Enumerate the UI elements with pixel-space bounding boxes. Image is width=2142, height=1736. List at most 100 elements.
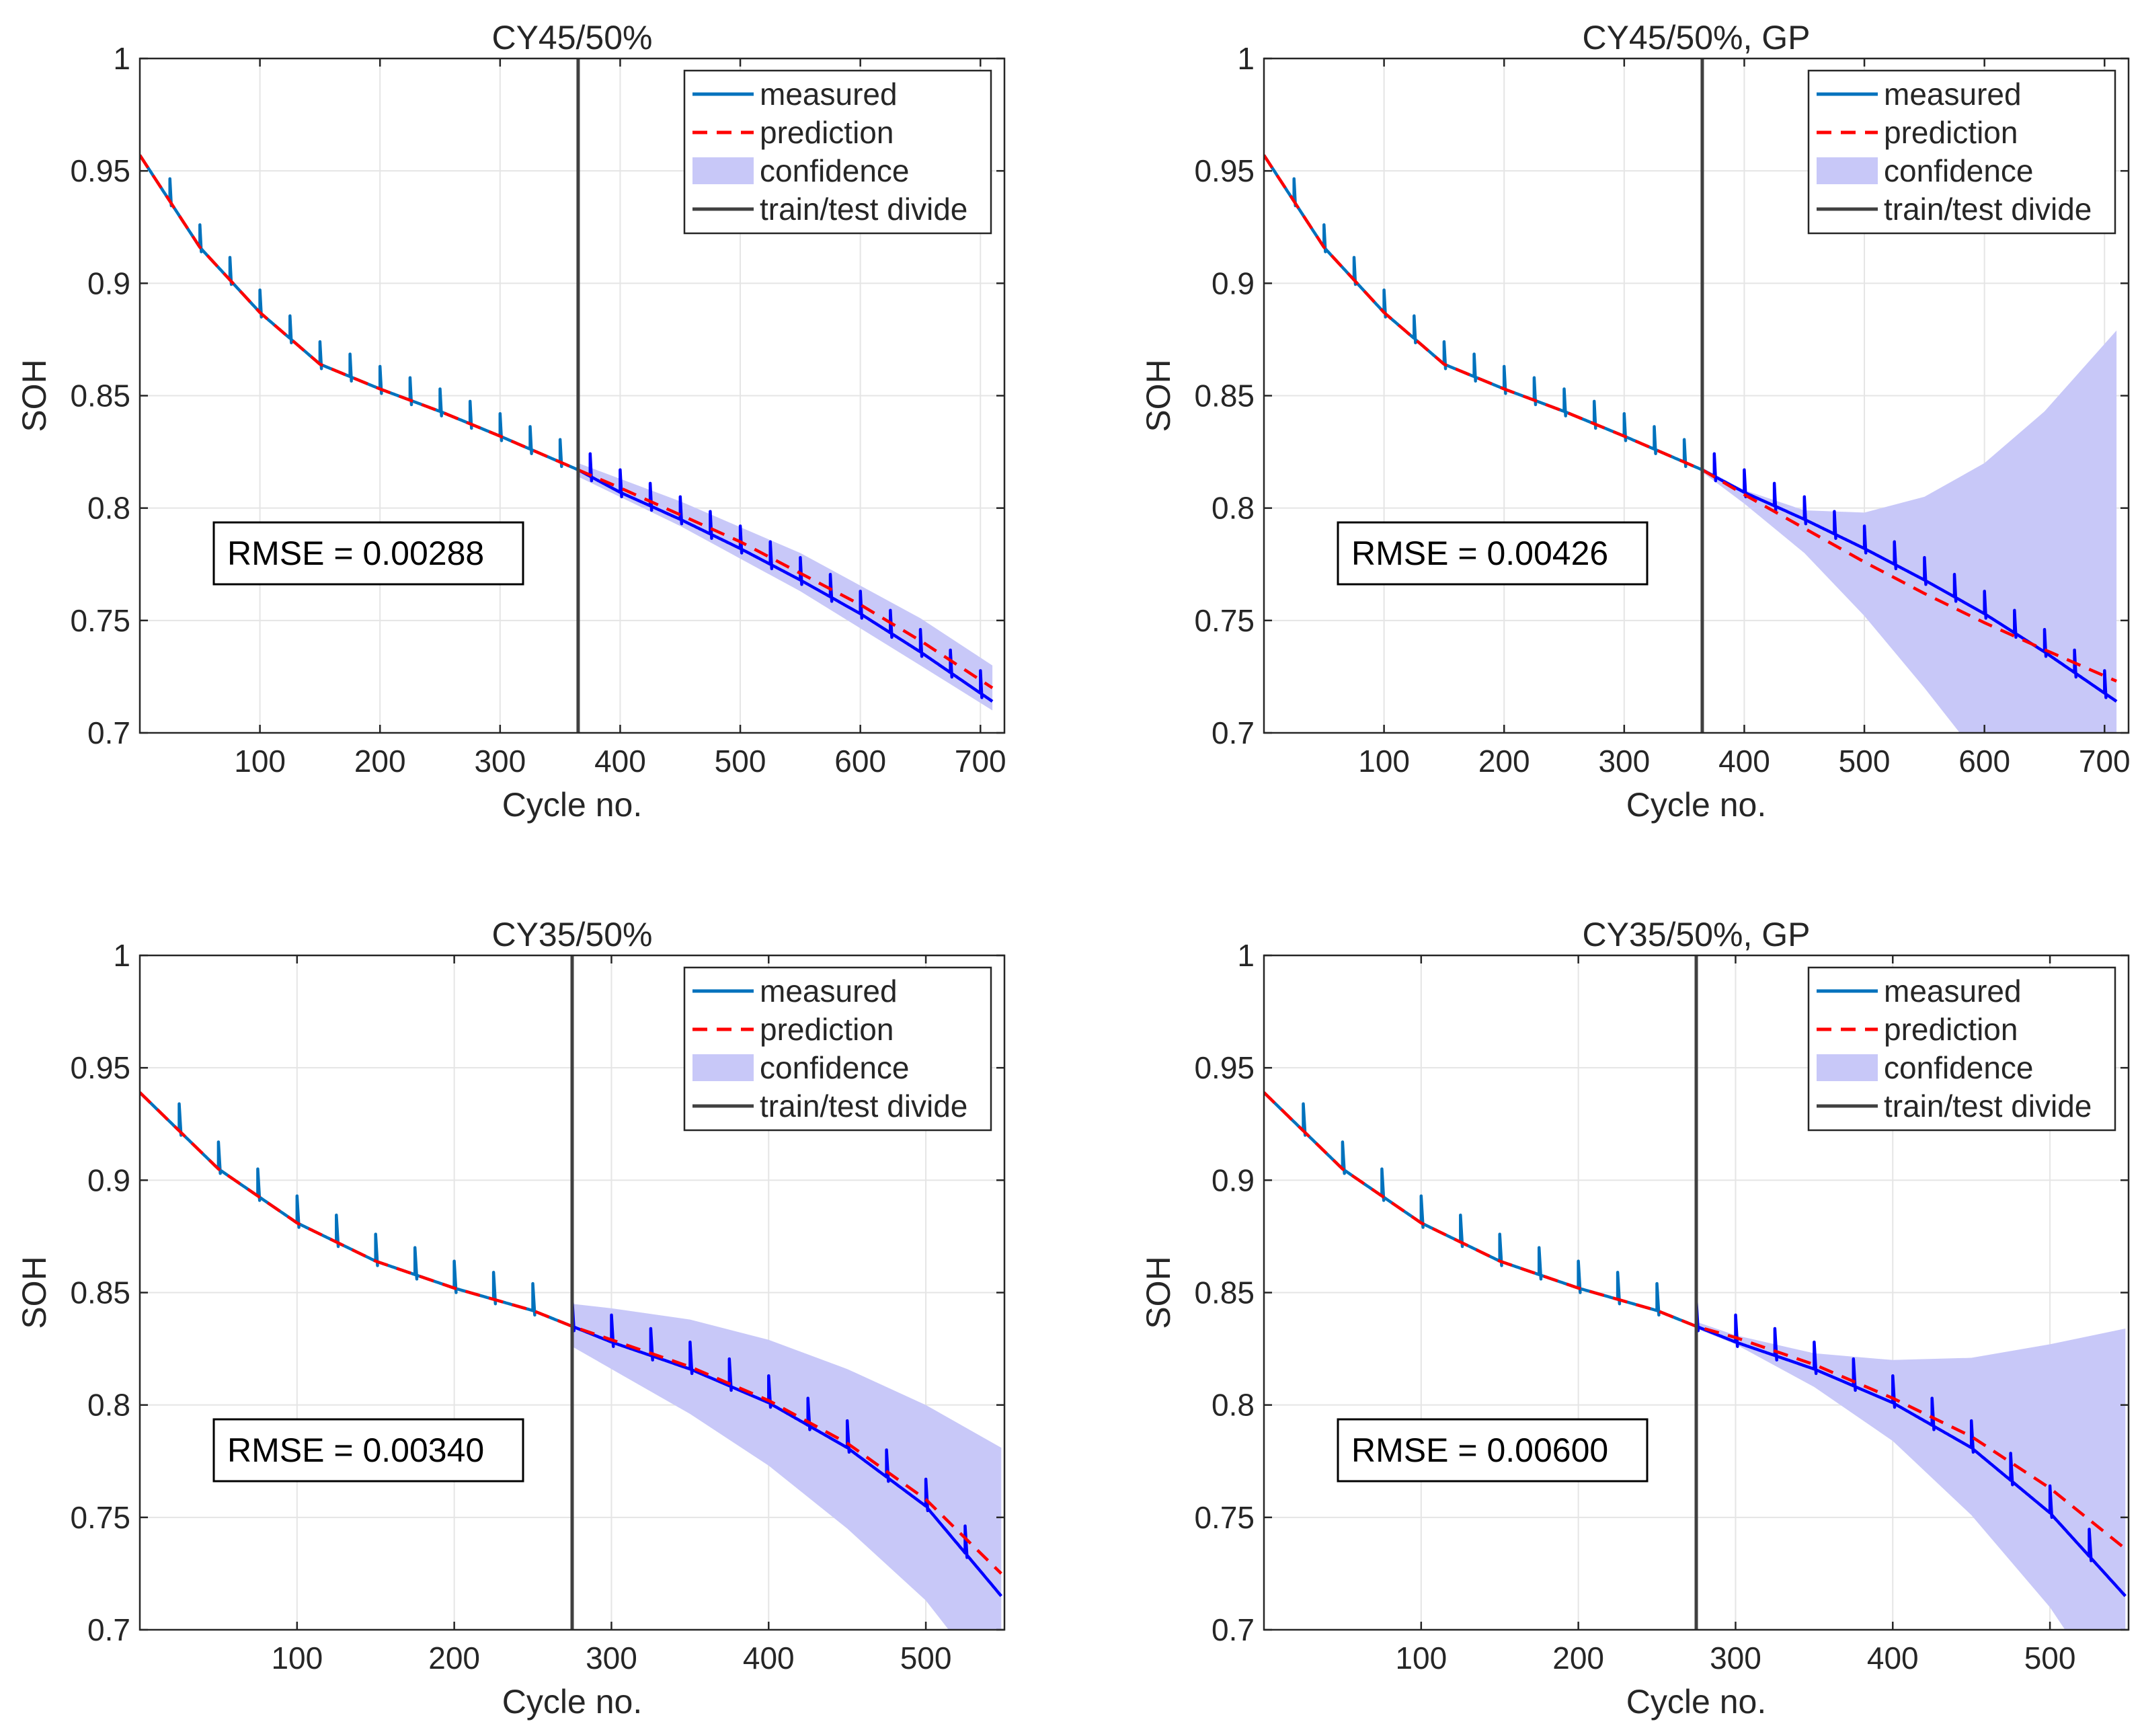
- legend-swatch-confidence: [692, 157, 754, 184]
- x-tick-label: 100: [234, 744, 286, 779]
- data-layer: [140, 1091, 1003, 1630]
- y-axis-label: SOH: [15, 1256, 53, 1329]
- legend-box: [683, 966, 992, 1132]
- chart-panel-1: 100 200 300 400 500 600 700 0.7 0.75 0.8 0.85 0.9 0.…: [15, 19, 1006, 824]
- x-axis-label: Cycle no.: [1626, 1683, 1766, 1721]
- data-layer: [1264, 1091, 2127, 1630]
- y-tick-label: 0.85: [1194, 1275, 1255, 1310]
- y-tick-label: 1: [1237, 938, 1255, 973]
- y-tick-label: 0.95: [1194, 1050, 1255, 1085]
- legend-swatch-confidence: [1817, 157, 1878, 184]
- chart-title: CY35/50%, GP: [1582, 916, 1810, 953]
- legend-swatch-confidence: [1817, 1054, 1878, 1081]
- measured-test-line: [577, 452, 994, 703]
- y-tick-label: 0.8: [87, 1388, 130, 1423]
- chart-panel-2: 100 200 300 400 500 600 700 0.7 0.75 0.8 0.85 0.9 0.…: [1140, 19, 2131, 824]
- x-tick-label: 500: [900, 1641, 952, 1675]
- y-tick-label: 1: [113, 41, 130, 76]
- x-tick-label: 200: [428, 1641, 480, 1675]
- y-tick-label: 0.7: [87, 715, 130, 750]
- rmse-box: [212, 521, 524, 586]
- legend-box: [1807, 69, 2116, 235]
- legend-label: train/test divide: [760, 192, 967, 227]
- y-tick-label: 0.95: [70, 1050, 130, 1085]
- x-tick-label: 100: [1395, 1641, 1447, 1675]
- legend-box: [683, 69, 992, 235]
- rmse-box: [1337, 521, 1649, 586]
- legend-label: train/test divide: [1884, 192, 2092, 227]
- x-tick-label: 300: [1598, 744, 1650, 779]
- x-tick-label: 300: [1710, 1641, 1761, 1675]
- rmse-text: RMSE = 0.00340: [227, 1431, 484, 1469]
- x-tick-label: 300: [474, 744, 526, 779]
- y-tick-label: 0.75: [70, 1500, 130, 1535]
- x-tick-label: 600: [834, 744, 886, 779]
- y-tick-label: 0.85: [70, 1275, 130, 1310]
- y-axis-label: SOH: [15, 359, 53, 432]
- chart-title: CY35/50%: [491, 916, 652, 953]
- legend-label: prediction: [760, 115, 894, 150]
- legend-label: prediction: [1884, 1012, 2018, 1047]
- x-tick-label: 500: [2024, 1641, 2076, 1675]
- rmse-text: RMSE = 0.00426: [1351, 535, 1608, 572]
- y-tick-label: 0.75: [70, 603, 130, 638]
- y-tick-label: 0.75: [1194, 603, 1255, 638]
- x-tick-label: 300: [586, 1641, 637, 1675]
- x-tick-label: 700: [955, 744, 1006, 779]
- chart-panel-3: 100 200 300 400 500 0.7 0.75 0.8 0.85 0.9 0.95 1 CY3…: [15, 916, 1006, 1721]
- legend-label: confidence: [1884, 1050, 2034, 1085]
- x-tick-label: 400: [594, 744, 646, 779]
- measured-test-line: [570, 1298, 1003, 1597]
- y-tick-label: 0.85: [70, 379, 130, 413]
- rmse-annotation: RMSE = 0.00426: [1337, 521, 1649, 586]
- y-tick-label: 1: [1237, 41, 1255, 76]
- rmse-annotation: RMSE = 0.00340: [212, 1418, 524, 1483]
- legend-label: prediction: [760, 1012, 894, 1047]
- x-tick-label: 100: [1358, 744, 1410, 779]
- legend-label: train/test divide: [1884, 1089, 2092, 1123]
- y-tick-label: 0.95: [70, 153, 130, 188]
- y-tick-label: 0.9: [87, 1162, 130, 1197]
- legend-label: confidence: [760, 153, 910, 188]
- y-tick-label: 0.9: [87, 266, 130, 301]
- rmse-annotation: RMSE = 0.00600: [1337, 1418, 1649, 1483]
- confidence-band: [572, 1304, 1002, 1630]
- legend-box: [1807, 966, 2116, 1132]
- x-tick-label: 400: [1867, 1641, 1919, 1675]
- y-tick-label: 0.75: [1194, 1500, 1255, 1535]
- x-tick-label: 200: [1478, 744, 1530, 779]
- x-axis-label: Cycle no.: [1626, 786, 1766, 824]
- y-tick-label: 0.85: [1194, 379, 1255, 413]
- legend-label: measured: [1884, 77, 2022, 112]
- rmse-box: [1337, 1418, 1649, 1483]
- rmse-text: RMSE = 0.00288: [227, 535, 484, 572]
- measured-test-line: [1694, 1298, 2127, 1597]
- y-axis-label: SOH: [1140, 1256, 1177, 1329]
- rmse-box: [212, 1418, 524, 1483]
- x-tick-label: 700: [2079, 744, 2131, 779]
- x-tick-label: 600: [1958, 744, 2010, 779]
- y-tick-label: 1: [113, 938, 130, 973]
- x-tick-label: 100: [271, 1641, 323, 1675]
- confidence-band: [1696, 1322, 2126, 1630]
- legend-label: confidence: [1884, 153, 2034, 188]
- y-tick-label: 0.7: [1212, 715, 1255, 750]
- y-tick-label: 0.7: [87, 1612, 130, 1647]
- x-tick-label: 500: [1839, 744, 1891, 779]
- legend-label: confidence: [760, 1050, 910, 1085]
- y-tick-label: 0.8: [1212, 1388, 1255, 1423]
- measured-test-line: [1701, 452, 2118, 703]
- y-tick-label: 0.8: [1212, 491, 1255, 526]
- legend-label: measured: [760, 77, 898, 112]
- legend-swatch-confidence: [692, 1054, 754, 1081]
- y-tick-label: 0.9: [1212, 1162, 1255, 1197]
- y-axis-label: SOH: [1140, 359, 1177, 432]
- y-tick-label: 0.9: [1212, 266, 1255, 301]
- y-tick-label: 0.7: [1212, 1612, 1255, 1647]
- legend-label: prediction: [1884, 115, 2018, 150]
